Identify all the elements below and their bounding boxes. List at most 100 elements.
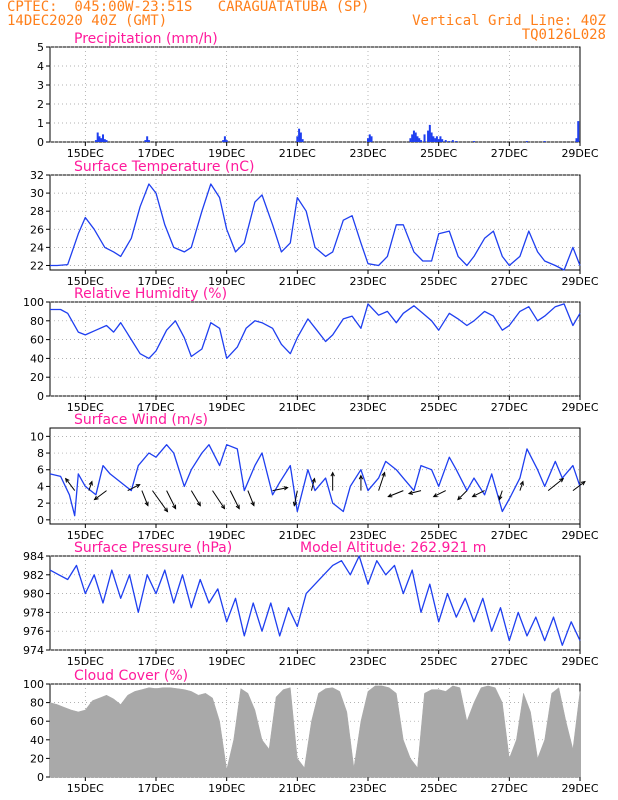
precipitation-bar (543, 141, 546, 142)
pressure-frame (49, 555, 581, 651)
wind-vector-shaft (88, 481, 93, 491)
precipitation-bar (296, 136, 299, 142)
precipitation-bar (423, 134, 426, 142)
precipitation-bar (432, 136, 435, 142)
humidity-ytick-label: 100 (23, 296, 44, 309)
temperature-ytick-label: 28 (30, 205, 44, 218)
temperature-title: Surface Temperature (nC) (74, 159, 255, 175)
humidity-xtick-label: 19DEC (208, 401, 245, 414)
temperature-xtick-label: 15DEC (67, 275, 104, 288)
wind-vector-shaft (229, 490, 240, 509)
wind-vector-shaft (457, 490, 468, 500)
wind-vector-head (432, 493, 438, 498)
precipitation-bar (577, 121, 580, 142)
temperature-ytick-label: 32 (30, 169, 44, 182)
wind-vector-shaft (310, 478, 315, 491)
temperature-ytick-label: 26 (30, 223, 44, 236)
humidity-ytick-label: 0 (37, 390, 44, 403)
precipitation-ytick-label: 3 (37, 79, 44, 92)
cloud-cover-title: Cloud Cover (%) (74, 668, 188, 684)
wind-vector-head (283, 486, 289, 491)
wind-ytick-label: 10 (30, 430, 44, 443)
wind-ytick-label: 4 (37, 480, 44, 493)
precipitation-bar (98, 136, 101, 142)
precipitation-bar (435, 136, 438, 142)
header-grid-line: Vertical Grid Line: 40Z (412, 13, 606, 29)
precipitation-bar (455, 141, 458, 142)
wind-vector-shaft (547, 478, 564, 491)
wind-vector-head (135, 484, 141, 489)
temperature-xtick-label: 29DEC (561, 275, 598, 288)
cloud-cover-xtick-label: 15DEC (67, 782, 104, 795)
humidity-title: Relative Humidity (%) (74, 286, 227, 302)
precipitation-bar (411, 134, 414, 142)
temperature-xtick-label: 19DEC (208, 275, 245, 288)
wind-vector-head (250, 501, 255, 507)
wind-vector-shaft (378, 472, 386, 491)
pressure-title: Surface Pressure (hPa) (74, 540, 232, 556)
temperature-xtick-label: 21DEC (279, 275, 316, 288)
cloud-cover-ytick-label: 80 (30, 697, 44, 710)
precipitation-xtick-label: 25DEC (420, 147, 457, 160)
temperature-xtick-label: 17DEC (137, 275, 174, 288)
wind-vector-shaft (152, 490, 168, 512)
cloud-cover-xtick-label: 25DEC (420, 782, 457, 795)
wind-vector-head (311, 477, 316, 483)
precipitation-ytick-label: 2 (37, 98, 44, 111)
precipitation-xtick-label: 19DEC (208, 147, 245, 160)
cloud-cover-ytick-label: 60 (30, 715, 44, 728)
temperature-frame (49, 174, 581, 271)
wind-vector-head (387, 493, 393, 498)
precipitation-bar (105, 140, 108, 142)
humidity-xtick-label: 15DEC (67, 401, 104, 414)
precipitation-bar (147, 140, 150, 142)
wind-panel: 0 2 4 6 8 10 15DEC 17DEC 19DEC 21DEC 23DEC 25DEC 27D… (30, 412, 599, 542)
wind-xtick-label: 29DEC (561, 529, 598, 542)
pressure-ytick-label: 976 (23, 625, 44, 638)
wind-vector-shaft (94, 490, 107, 501)
header-model-id: TQ0126L028 (521, 27, 606, 43)
pressure-ytick-label: 978 (23, 606, 44, 619)
temperature-ytick-label: 30 (30, 187, 44, 200)
precipitation-bar (414, 132, 417, 142)
cloud-cover-ytick-label: 40 (30, 734, 44, 747)
pressure-ytick-label: 974 (23, 644, 44, 657)
precipitation-bar (416, 136, 419, 142)
wind-xtick-label: 19DEC (208, 529, 245, 542)
humidity-xtick-label: 17DEC (137, 401, 174, 414)
pressure-xtick-label: 19DEC (208, 655, 245, 668)
wind-vector-shaft (190, 490, 201, 506)
precipitation-xtick-label: 21DEC (279, 147, 316, 160)
precipitation-bar (473, 141, 475, 142)
wind-ytick-label: 8 (37, 447, 44, 460)
precipitation-bar (103, 139, 106, 142)
wind-vector-head (498, 495, 503, 501)
cloud-cover-xtick-label: 17DEC (137, 782, 174, 795)
precipitation-bar (439, 136, 442, 142)
pressure-series-line (49, 555, 581, 646)
wind-vector-shaft (212, 490, 225, 509)
wind-title: Surface Wind (m/s) (74, 412, 208, 428)
precipitation-frame (49, 46, 581, 143)
pressure-xtick-label: 25DEC (420, 655, 457, 668)
humidity-series-line (50, 303, 581, 360)
precipitation-panel: 0 1 2 3 4 5 15DEC 17DEC 19DEC 21DEC 23DEC 25DEC 27DE… (37, 31, 599, 160)
wind-vector-shaft (272, 487, 288, 492)
pressure-xtick-label: 15DEC (67, 655, 104, 668)
temperature-ytick-label: 22 (30, 259, 44, 272)
precipitation-bar (367, 138, 369, 142)
precipitation-bar (144, 140, 147, 142)
wind-vector-head (88, 480, 93, 486)
pressure-xtick-label: 23DEC (349, 655, 386, 668)
humidity-xtick-label: 23DEC (349, 401, 386, 414)
cloud-cover-xtick-label: 23DEC (349, 782, 386, 795)
precipitation-bar (370, 136, 373, 142)
precipitation-xtick-label: 15DEC (67, 147, 104, 160)
precipitation-bar (434, 138, 437, 142)
precipitation-ytick-label: 1 (37, 117, 44, 130)
wind-vector-head (381, 471, 386, 477)
pressure-ytick-label: 980 (23, 588, 44, 601)
cloud-cover-ytick-label: 20 (30, 752, 44, 765)
wind-frame (49, 427, 581, 525)
